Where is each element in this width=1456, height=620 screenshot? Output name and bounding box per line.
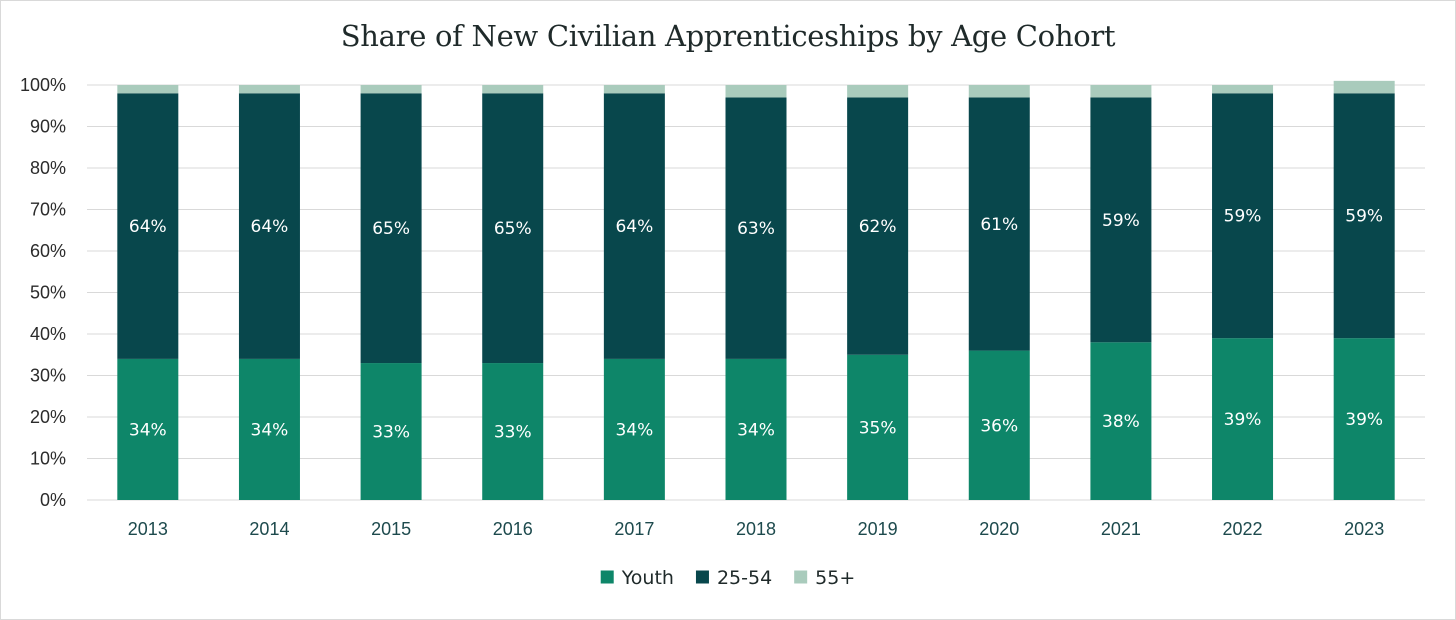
y-tick-label: 80% [30, 158, 66, 178]
bar-segment-25-54 [725, 97, 787, 359]
bar-segment-youth [847, 354, 909, 500]
bar-segment-youth [1090, 342, 1152, 500]
x-tick-label: 2023 [1344, 519, 1384, 539]
y-tick-label: 50% [30, 283, 66, 303]
x-tick-label: 2022 [1223, 519, 1263, 539]
data-label: 34% [615, 420, 653, 440]
bar-segment-25-54 [1333, 93, 1395, 339]
x-tick-label: 2016 [493, 519, 533, 539]
legend-label: Youth [621, 567, 674, 589]
bar-segment-youth [1333, 338, 1395, 500]
y-tick-label: 90% [30, 117, 66, 137]
bar-segment-55- [238, 85, 300, 94]
y-tick-label: 60% [30, 241, 66, 261]
bar-segment-25-54 [360, 93, 422, 364]
y-tick-label: 40% [30, 324, 66, 344]
bar-segment-youth [725, 358, 787, 500]
data-label: 36% [980, 416, 1018, 436]
bar-segment-25-54 [847, 97, 909, 355]
bar-segment-25-54 [482, 93, 544, 364]
bar-segment-youth [360, 363, 422, 500]
legend-label: 55+ [815, 567, 855, 589]
data-label: 62% [859, 217, 897, 237]
data-label: 33% [494, 423, 532, 443]
data-label: 35% [859, 418, 897, 438]
y-axis: 0% 10% 20% 30% 40% 50% 60% 70% 80% 90% 100% [20, 75, 66, 510]
x-tick-label: 2021 [1101, 519, 1141, 539]
data-label: 61% [980, 215, 1018, 235]
data-label: 59% [1102, 211, 1140, 231]
bar-segment-youth [968, 350, 1030, 500]
chart-title: Share of New Civilian Apprenticeships by… [340, 19, 1116, 53]
data-label: 34% [129, 420, 167, 440]
bar-segment-55- [725, 85, 787, 98]
bar-segment-25-54 [117, 93, 179, 359]
bar-segment-55- [1333, 80, 1395, 94]
data-label: 34% [251, 420, 289, 440]
data-label: 34% [737, 420, 775, 440]
bar-segment-55- [117, 85, 179, 94]
data-label: 59% [1345, 207, 1383, 227]
bar-segment-25-54 [1090, 97, 1152, 343]
y-tick-label: 10% [30, 449, 66, 469]
data-label: 33% [372, 423, 410, 443]
bar-segment-youth [482, 363, 544, 500]
legend: Youth 25-54 55+ [600, 567, 855, 589]
legend-swatch [695, 570, 709, 584]
x-tick-label: 2014 [249, 519, 289, 539]
x-tick-label: 2013 [128, 519, 168, 539]
bar-segment-25-54 [603, 93, 665, 359]
data-label: 38% [1102, 412, 1140, 432]
bar-segment-55- [603, 85, 665, 94]
y-tick-label: 0% [40, 490, 66, 510]
data-label: 63% [737, 219, 775, 239]
bar-segment-25-54 [968, 97, 1030, 351]
bar-segment-youth [238, 358, 300, 500]
data-label: 59% [1224, 207, 1262, 227]
y-tick-label: 100% [20, 75, 66, 95]
bars: 34% 64% 34% 64% 33% 65% 33% 65% 34% 64% 34% 63% 35% 6… [117, 80, 1395, 500]
y-tick-label: 70% [30, 200, 66, 220]
bar-segment-55- [482, 85, 544, 94]
bar-segment-55- [1212, 85, 1274, 94]
data-label: 39% [1224, 410, 1262, 430]
x-tick-label: 2017 [614, 519, 654, 539]
bar-segment-55- [968, 85, 1030, 98]
legend-label: 25-54 [717, 567, 772, 589]
bar-segment-youth [1212, 338, 1274, 500]
bar-segment-55- [360, 85, 422, 94]
data-label: 65% [494, 219, 532, 239]
bar-segment-25-54 [238, 93, 300, 359]
data-label: 65% [372, 219, 410, 239]
bar-segment-55- [1090, 85, 1152, 98]
data-label: 39% [1345, 410, 1383, 430]
data-label: 64% [615, 217, 653, 237]
x-axis: 2013 2014 2015 2016 2017 2018 2019 2020 2021 2022… [128, 519, 1384, 539]
bar-segment-youth [117, 358, 179, 500]
legend-swatch [600, 570, 614, 584]
bar-segment-55- [847, 85, 909, 98]
x-tick-label: 2018 [736, 519, 776, 539]
data-label: 64% [129, 217, 167, 237]
bar-segment-youth [603, 358, 665, 500]
data-label: 64% [251, 217, 289, 237]
legend-swatch [794, 570, 808, 584]
bar-segment-25-54 [1212, 93, 1274, 339]
x-tick-label: 2020 [979, 519, 1019, 539]
y-tick-label: 30% [30, 366, 66, 386]
x-tick-label: 2019 [858, 519, 898, 539]
y-tick-label: 20% [30, 407, 66, 427]
x-tick-label: 2015 [371, 519, 411, 539]
